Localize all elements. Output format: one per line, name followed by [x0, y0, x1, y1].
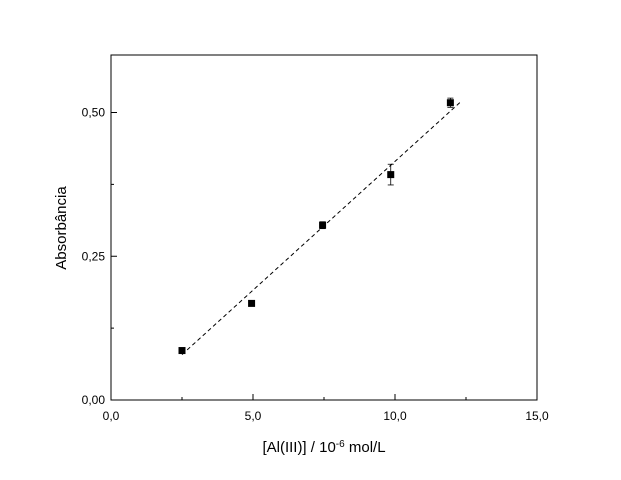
data-points	[178, 99, 454, 355]
y-tick-label: 0,00	[82, 393, 106, 407]
axis-tick-labels: 0,0 5,0 10,0 15,0 0,00 0,25 0,50	[82, 106, 549, 424]
data-point	[178, 347, 186, 355]
x-tick-label: 5,0	[245, 409, 262, 423]
y-tick-label: 0,50	[82, 106, 106, 120]
error-bars	[179, 97, 454, 354]
y-axis-title: Absorbância	[53, 186, 70, 270]
data-point	[319, 221, 327, 229]
x-axis-title-exponent: -6	[336, 439, 345, 450]
x-axis-title: [Al(III)] / 10-6 mol/L	[262, 439, 385, 457]
data-point	[248, 299, 256, 307]
axis-ticks	[110, 112, 538, 401]
x-tick-label: 15,0	[525, 409, 549, 423]
y-tick-label: 0,25	[82, 249, 106, 263]
x-tick-label: 0,0	[103, 409, 120, 423]
data-point	[387, 171, 395, 179]
data-point	[446, 99, 454, 107]
x-tick-label: 10,0	[383, 409, 407, 423]
